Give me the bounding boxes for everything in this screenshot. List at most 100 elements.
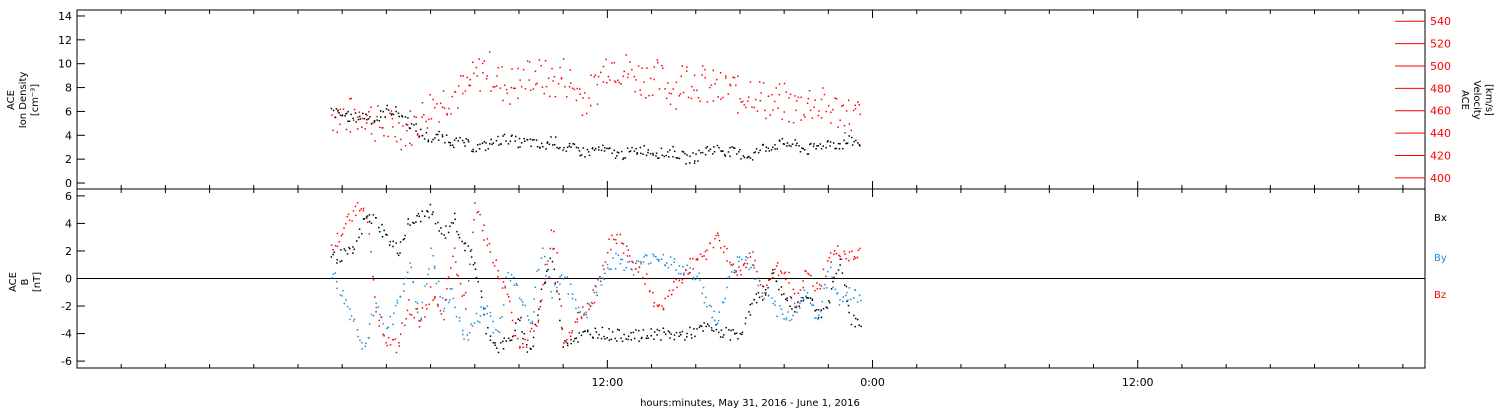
data-point xyxy=(733,271,736,274)
data-point xyxy=(765,289,767,291)
data-point xyxy=(826,287,828,289)
data-point xyxy=(835,147,838,150)
data-point xyxy=(667,151,669,153)
data-point xyxy=(791,143,794,145)
data-point xyxy=(655,152,658,154)
data-point xyxy=(541,142,543,145)
data-point xyxy=(692,268,694,270)
data-point xyxy=(646,277,649,280)
data-point xyxy=(608,328,610,330)
data-point xyxy=(484,307,487,310)
data-point xyxy=(642,277,644,279)
data-point xyxy=(629,150,632,152)
data-point xyxy=(776,148,778,150)
data-point xyxy=(680,75,682,77)
data-point xyxy=(577,341,579,343)
data-point xyxy=(370,106,372,108)
data-point xyxy=(449,299,451,301)
data-point xyxy=(448,301,450,304)
data-point xyxy=(851,136,853,139)
data-point xyxy=(783,82,786,85)
data-point xyxy=(560,78,563,80)
data-point xyxy=(745,106,747,109)
data-point xyxy=(788,97,790,99)
data-point xyxy=(858,324,860,326)
data-point xyxy=(452,255,454,258)
data-point xyxy=(681,65,683,67)
data-point xyxy=(833,253,835,256)
data-point xyxy=(472,150,474,153)
data-point xyxy=(462,92,464,95)
data-point xyxy=(765,117,767,120)
data-point xyxy=(365,342,367,345)
data-point xyxy=(771,94,773,96)
data-point xyxy=(686,336,688,338)
data-point xyxy=(542,283,544,286)
data-point xyxy=(470,256,473,258)
data-point xyxy=(348,219,351,221)
data-point xyxy=(771,272,773,275)
data-point xyxy=(502,340,504,343)
data-point xyxy=(678,265,681,267)
data-point xyxy=(632,331,635,334)
data-point xyxy=(404,144,407,147)
data-point xyxy=(513,284,516,286)
data-point xyxy=(412,281,414,283)
data-point xyxy=(390,114,393,116)
data-point xyxy=(421,134,424,137)
data-point xyxy=(353,108,356,111)
data-point xyxy=(768,278,771,280)
data-point xyxy=(524,304,526,307)
data-point xyxy=(416,302,419,305)
data-point xyxy=(332,249,334,251)
data-point xyxy=(656,59,659,61)
data-point xyxy=(354,205,357,208)
data-point xyxy=(780,286,783,288)
data-point xyxy=(336,287,338,290)
data-point xyxy=(779,140,781,142)
data-point xyxy=(842,147,844,150)
data-point xyxy=(693,74,696,77)
b-ylabel-line3: [nT] xyxy=(32,272,43,292)
data-point xyxy=(669,103,672,106)
data-point xyxy=(597,279,599,281)
data-point xyxy=(721,301,724,303)
data-point xyxy=(840,258,843,260)
data-point xyxy=(408,127,411,129)
data-point xyxy=(392,113,395,116)
data-point xyxy=(622,252,625,254)
data-point xyxy=(546,270,548,272)
data-point xyxy=(598,277,601,280)
data-point xyxy=(640,263,642,265)
data-point xyxy=(592,337,594,339)
data-point xyxy=(338,112,340,114)
data-point xyxy=(677,157,679,159)
data-point xyxy=(382,127,384,129)
data-point xyxy=(431,213,433,216)
data-point xyxy=(783,111,785,113)
data-point xyxy=(349,318,351,321)
data-point xyxy=(413,124,415,126)
data-point xyxy=(670,92,673,95)
data-point xyxy=(646,335,648,337)
data-point xyxy=(523,137,525,140)
data-point xyxy=(672,156,674,158)
data-point xyxy=(420,319,423,321)
data-point xyxy=(397,254,400,257)
data-point xyxy=(503,304,505,306)
b-tick-label: 2 xyxy=(65,245,72,258)
data-point xyxy=(346,305,349,308)
data-point xyxy=(478,321,481,324)
data-point xyxy=(520,142,523,144)
data-point xyxy=(392,240,394,243)
data-point xyxy=(381,236,384,238)
data-point xyxy=(479,213,481,216)
data-point xyxy=(566,342,569,345)
data-point xyxy=(540,257,543,259)
data-point xyxy=(670,263,673,266)
data-point xyxy=(665,97,668,100)
velocity-tick-label: 400 xyxy=(1430,172,1451,185)
data-point xyxy=(701,151,704,154)
